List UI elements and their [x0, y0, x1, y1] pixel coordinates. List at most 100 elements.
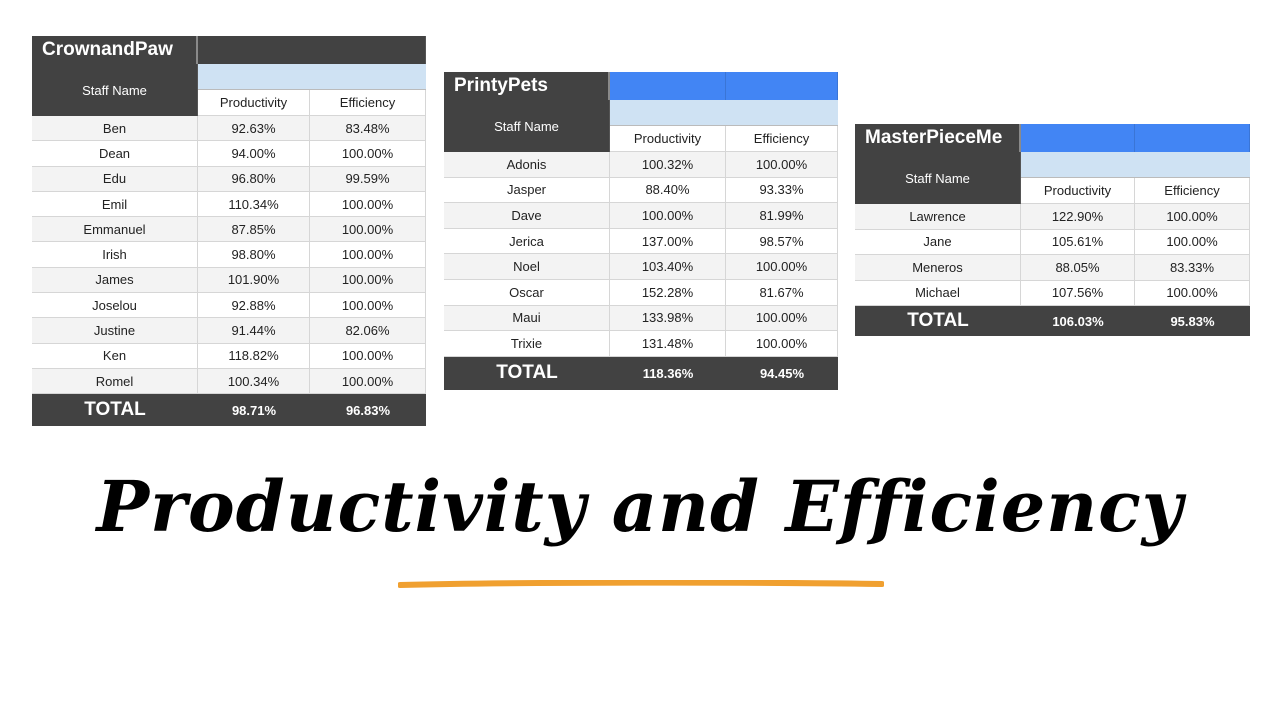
productivity-cell: 92.63% [198, 116, 310, 142]
productivity-cell: 118.82% [198, 343, 310, 369]
efficiency-cell: 83.33% [1135, 255, 1250, 281]
header-band [610, 100, 838, 126]
table-row: Ben 92.63% 83.48% [32, 116, 426, 142]
table-title: PrintyPets [444, 72, 610, 100]
table-title: CrownandPaw [32, 36, 198, 64]
productivity-cell: 88.40% [610, 177, 726, 204]
total-efficiency: 96.83% [310, 394, 426, 427]
efficiency-cell: 100.00% [310, 343, 426, 369]
efficiency-cell: 81.67% [726, 279, 838, 306]
staff-name-cell: Oscar [444, 279, 610, 306]
table-row: Romel 100.34% 100.00% [32, 368, 426, 395]
productivity-cell: 137.00% [610, 228, 726, 255]
productivity-cell: 103.40% [610, 254, 726, 280]
table-row: Irish 98.80% 100.00% [32, 242, 426, 268]
staff-name-cell: Joselou [32, 293, 198, 319]
staff-name-cell: Adonis [444, 152, 610, 178]
staff-name-cell: Dean [32, 141, 198, 167]
efficiency-column-header: Efficiency [310, 90, 426, 116]
staff-name-cell: Trixie [444, 331, 610, 357]
efficiency-cell: 100.00% [310, 141, 426, 167]
efficiency-cell: 98.57% [726, 228, 838, 255]
total-productivity: 118.36% [610, 356, 726, 390]
productivity-cell: 133.98% [610, 305, 726, 332]
staff-name-cell: Jane [855, 229, 1021, 255]
total-productivity: 98.71% [198, 394, 310, 427]
staff-name-header: Staff Name [855, 152, 1021, 204]
efficiency-cell: 99.59% [310, 166, 426, 192]
productivity-cell: 110.34% [198, 191, 310, 218]
header-band [198, 64, 426, 90]
efficiency-cell: 83.48% [310, 116, 426, 142]
total-label: TOTAL [855, 306, 1021, 336]
productivity-cell: 152.28% [610, 279, 726, 306]
table-row: Jerica 137.00% 98.57% [444, 228, 838, 255]
efficiency-cell: 100.00% [726, 152, 838, 178]
table-row: Jasper 88.40% 93.33% [444, 177, 838, 204]
staff-name-cell: Dave [444, 203, 610, 229]
total-label: TOTAL [444, 356, 610, 390]
total-productivity: 106.03% [1021, 306, 1135, 336]
productivity-cell: 100.00% [610, 203, 726, 229]
efficiency-column-header: Efficiency [1135, 178, 1250, 204]
staff-name-cell: Irish [32, 242, 198, 268]
efficiency-cell: 81.99% [726, 203, 838, 229]
table-row: Jane 105.61% 100.00% [855, 229, 1250, 255]
staff-name-cell: Noel [444, 254, 610, 280]
total-efficiency: 94.45% [726, 356, 838, 390]
productivity-cell: 122.90% [1021, 204, 1135, 230]
efficiency-cell: 82.06% [310, 318, 426, 344]
efficiency-cell: 100.00% [310, 242, 426, 268]
efficiency-cell: 100.00% [310, 191, 426, 218]
efficiency-cell: 100.00% [310, 368, 426, 395]
efficiency-cell: 100.00% [726, 254, 838, 280]
staff-name-header: Staff Name [444, 100, 610, 152]
header-fill [198, 36, 426, 64]
productivity-cell: 100.32% [610, 152, 726, 178]
staff-name-cell: Ken [32, 343, 198, 369]
table-row: Dave 100.00% 81.99% [444, 203, 838, 229]
productivity-column-header: Productivity [610, 126, 726, 152]
table-row: Trixie 131.48% 100.00% [444, 331, 838, 357]
table-title: MasterPieceMe [855, 124, 1021, 152]
slide-title: Productivity and Efficiency [96, 465, 1184, 548]
header-band [1021, 152, 1250, 178]
header-fill [726, 72, 838, 100]
productivity-cell: 88.05% [1021, 255, 1135, 281]
productivity-column-header: Productivity [1021, 178, 1135, 204]
productivity-cell: 101.90% [198, 267, 310, 294]
efficiency-cell: 93.33% [726, 177, 838, 204]
efficiency-cell: 100.00% [1135, 204, 1250, 230]
table-row: Maui 133.98% 100.00% [444, 305, 838, 332]
table-row: Dean 94.00% 100.00% [32, 141, 426, 167]
staff-name-cell: Jasper [444, 177, 610, 204]
staff-name-cell: Maui [444, 305, 610, 332]
table-row: Emmanuel 87.85% 100.00% [32, 217, 426, 243]
table-row: Justine 91.44% 82.06% [32, 318, 426, 344]
table-row: Joselou 92.88% 100.00% [32, 293, 426, 319]
table-row: Emil 110.34% 100.00% [32, 191, 426, 218]
staff-name-cell: Emmanuel [32, 217, 198, 243]
productivity-cell: 131.48% [610, 331, 726, 357]
table-row: Oscar 152.28% 81.67% [444, 279, 838, 306]
staff-name-cell: Lawrence [855, 204, 1021, 230]
productivity-column-header: Productivity [198, 90, 310, 116]
staff-name-header: Staff Name [32, 64, 198, 116]
productivity-cell: 94.00% [198, 141, 310, 167]
masterpieceme-table: MasterPieceMe Staff Name Productivity Ef… [855, 124, 1250, 336]
productivity-cell: 92.88% [198, 293, 310, 319]
table-row: Edu 96.80% 99.59% [32, 166, 426, 192]
title-underline [398, 580, 884, 588]
table-row: Michael 107.56% 100.00% [855, 280, 1250, 306]
efficiency-cell: 100.00% [1135, 229, 1250, 255]
productivity-cell: 91.44% [198, 318, 310, 344]
total-label: TOTAL [32, 394, 198, 427]
staff-name-cell: Jerica [444, 228, 610, 255]
staff-name-cell: Romel [32, 368, 198, 395]
efficiency-cell: 100.00% [726, 305, 838, 332]
productivity-cell: 98.80% [198, 242, 310, 268]
table-row: Adonis 100.32% 100.00% [444, 152, 838, 178]
staff-name-cell: Ben [32, 116, 198, 142]
table-row: Lawrence 122.90% 100.00% [855, 204, 1250, 230]
table-row: Noel 103.40% 100.00% [444, 254, 838, 280]
